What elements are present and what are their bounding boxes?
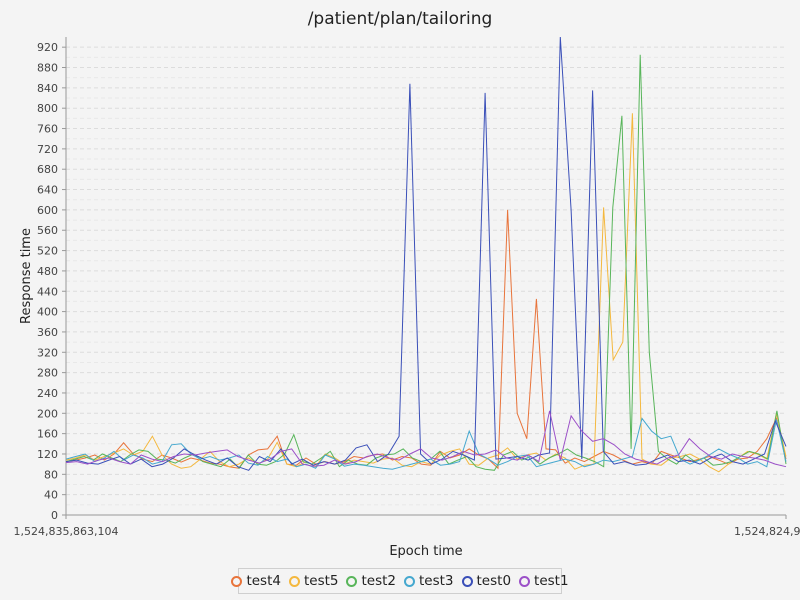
y-tick-label: 920: [37, 41, 58, 54]
series-line-test3: [65, 417, 787, 470]
series-line-test1: [65, 410, 787, 468]
y-tick-label: 680: [37, 163, 58, 176]
legend-label: test0: [476, 573, 512, 589]
legend-label: test1: [534, 573, 569, 589]
y-tick-label: 80: [44, 468, 58, 481]
legend-label: test3: [419, 573, 454, 589]
chart-title: /patient/plan/tailoring: [308, 9, 493, 29]
x-tick-label: 1,524,824,9: [734, 525, 800, 538]
y-tick-label: 400: [37, 306, 58, 319]
legend-circle-icon: [288, 575, 300, 587]
y-tick-label: 640: [37, 184, 58, 197]
y-tick-label: 40: [44, 489, 58, 502]
legend: test4 test5 test2 test3 test0 test1: [231, 568, 569, 594]
y-tick-label: 600: [37, 204, 58, 217]
legend-item-test4[interactable]: test4: [231, 573, 281, 589]
legend-circle-icon: [231, 575, 243, 587]
y-tick-label: 720: [37, 143, 58, 156]
legend-item-test5[interactable]: test5: [288, 573, 339, 589]
axes: [65, 37, 786, 516]
legend-item-test3[interactable]: test3: [404, 573, 454, 589]
y-tick-label: 800: [37, 102, 58, 115]
y-tick-label: 280: [37, 367, 58, 380]
y-tick-label: 0: [51, 509, 58, 522]
y-tick-label: 200: [37, 407, 58, 420]
y-tick-label: 760: [37, 123, 58, 136]
y-tick-label: 160: [37, 428, 58, 441]
x-axis-title: Epoch time: [389, 544, 462, 559]
y-tick-label: 320: [37, 346, 58, 359]
legend-label: test2: [361, 573, 396, 589]
y-tick-label: 480: [37, 265, 58, 278]
legend-circle-icon: [519, 575, 531, 587]
legend-item-test0[interactable]: test0: [461, 573, 512, 589]
y-tick-label: 360: [37, 326, 58, 339]
grid: [66, 46, 786, 516]
series-lines: [65, 36, 787, 473]
legend-item-test1[interactable]: test1: [519, 573, 569, 589]
y-tick-label: 440: [37, 285, 58, 298]
y-tick-label: 520: [37, 245, 58, 258]
x-axis-ticks: 1,524,835,863,104 1,524,824,9: [14, 515, 800, 538]
y-tick-label: 840: [37, 82, 58, 95]
legend-circle-icon: [461, 575, 473, 587]
series-line-test0: [65, 36, 787, 471]
series-line-test2: [65, 54, 787, 471]
y-axis-ticks: 0 40 80 120 160 200 240 280 320 360 400 440 480 520 56…: [37, 41, 66, 522]
legend-item-test2[interactable]: test2: [346, 573, 396, 589]
y-axis-title: Response time: [19, 228, 34, 324]
y-tick-label: 880: [37, 62, 58, 75]
x-tick-label: 1,524,835,863,104: [14, 525, 119, 538]
legend-circle-icon: [404, 575, 415, 587]
series-line-test4: [65, 209, 787, 470]
series-line-test5: [65, 113, 787, 473]
y-tick-label: 560: [37, 224, 58, 237]
y-tick-label: 240: [37, 387, 58, 400]
legend-label: test4: [246, 573, 281, 589]
legend-circle-icon: [346, 575, 358, 587]
legend-label: test5: [303, 573, 339, 589]
y-tick-label: 120: [37, 448, 58, 461]
